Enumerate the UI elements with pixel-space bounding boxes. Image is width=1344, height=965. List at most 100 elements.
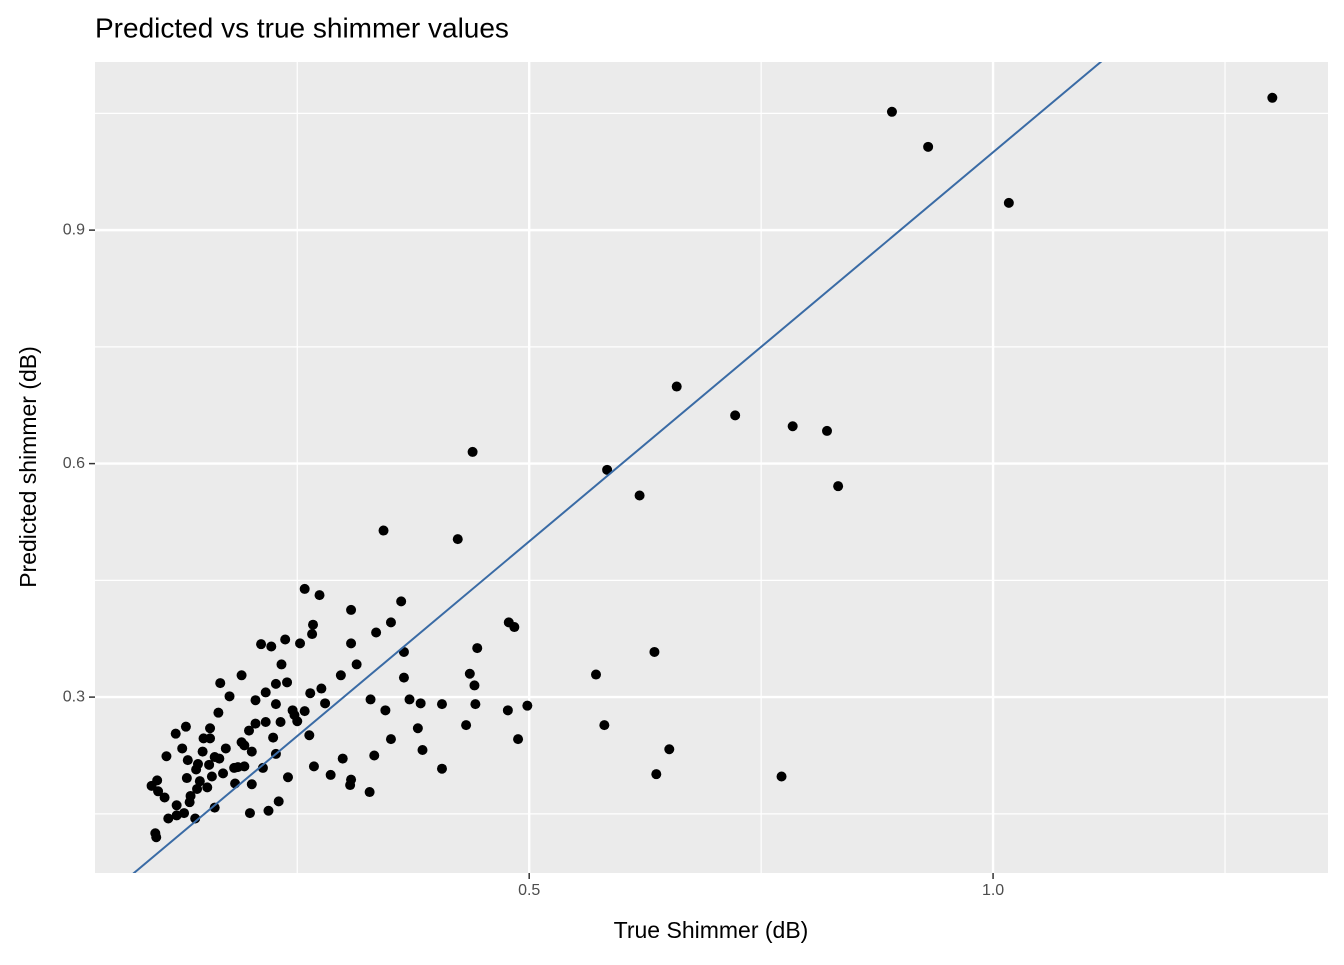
point	[257, 762, 268, 773]
point	[180, 721, 191, 732]
point	[651, 769, 662, 780]
point	[308, 619, 319, 630]
point	[316, 683, 327, 694]
point	[412, 723, 423, 734]
point	[472, 643, 483, 654]
point	[396, 596, 407, 607]
point	[250, 695, 261, 706]
point	[209, 802, 220, 813]
point	[346, 638, 357, 649]
point	[509, 622, 520, 633]
point	[513, 734, 524, 745]
point	[275, 717, 286, 728]
point	[153, 786, 164, 797]
point	[385, 734, 396, 745]
point	[239, 761, 250, 772]
point	[292, 716, 303, 727]
y-tick-label: 0.3	[63, 688, 85, 705]
point	[415, 698, 426, 709]
point	[833, 481, 844, 492]
point	[325, 769, 336, 780]
point	[218, 768, 229, 779]
point	[213, 707, 224, 718]
point	[246, 746, 257, 757]
point	[206, 771, 217, 782]
point	[184, 797, 195, 808]
reference-line	[132, 62, 1103, 873]
point	[461, 720, 472, 731]
point	[244, 808, 255, 819]
point	[599, 720, 610, 731]
point	[215, 678, 226, 689]
point	[345, 780, 356, 791]
x-axis-title: True Shimmer (dB)	[614, 917, 809, 943]
point	[314, 590, 325, 601]
point	[194, 776, 205, 787]
y-tick-label: 0.6	[63, 455, 85, 472]
point	[307, 629, 318, 640]
x-tick-label: 0.5	[518, 882, 540, 899]
point	[260, 717, 271, 728]
point	[305, 688, 316, 699]
point	[378, 525, 389, 536]
point	[260, 687, 271, 698]
point	[191, 764, 202, 775]
point	[304, 730, 315, 741]
point	[822, 425, 833, 436]
point	[1003, 197, 1014, 208]
point	[923, 141, 934, 152]
chart-title: Predicted vs true shimmer values	[95, 12, 509, 43]
point	[250, 718, 261, 729]
point	[181, 773, 192, 784]
point	[346, 604, 357, 615]
point	[671, 381, 682, 392]
panel	[95, 62, 1328, 873]
point	[171, 810, 182, 821]
point	[229, 762, 240, 773]
point	[170, 728, 181, 739]
point	[602, 464, 613, 475]
point	[182, 755, 193, 766]
point	[270, 678, 281, 689]
point	[270, 699, 281, 710]
point	[204, 759, 215, 770]
point	[273, 796, 284, 807]
point	[308, 761, 319, 772]
point	[244, 725, 255, 736]
point	[404, 694, 415, 705]
point	[220, 743, 231, 754]
y-tick-label: 0.9	[63, 221, 85, 238]
point	[470, 699, 481, 710]
point	[177, 743, 188, 754]
point	[236, 670, 247, 681]
point	[886, 106, 897, 117]
point	[263, 805, 274, 816]
point	[364, 787, 375, 798]
point	[452, 534, 463, 545]
point	[282, 677, 293, 688]
point	[649, 646, 660, 657]
point	[266, 641, 277, 652]
point	[464, 668, 475, 679]
point	[380, 705, 391, 716]
point	[371, 627, 382, 638]
point	[1267, 92, 1278, 103]
point	[787, 421, 798, 432]
point	[590, 669, 601, 680]
y-axis-title: Predicted shimmer (dB)	[15, 346, 41, 588]
point	[197, 746, 208, 757]
point	[398, 672, 409, 683]
point	[190, 813, 201, 824]
point	[224, 691, 235, 702]
point	[634, 490, 645, 501]
point	[239, 740, 250, 751]
point	[256, 639, 267, 650]
point	[467, 446, 478, 457]
point	[151, 832, 162, 843]
point	[369, 750, 380, 761]
point	[365, 694, 376, 705]
point	[276, 659, 287, 670]
point	[664, 744, 675, 755]
point	[205, 733, 216, 744]
point	[214, 753, 225, 764]
